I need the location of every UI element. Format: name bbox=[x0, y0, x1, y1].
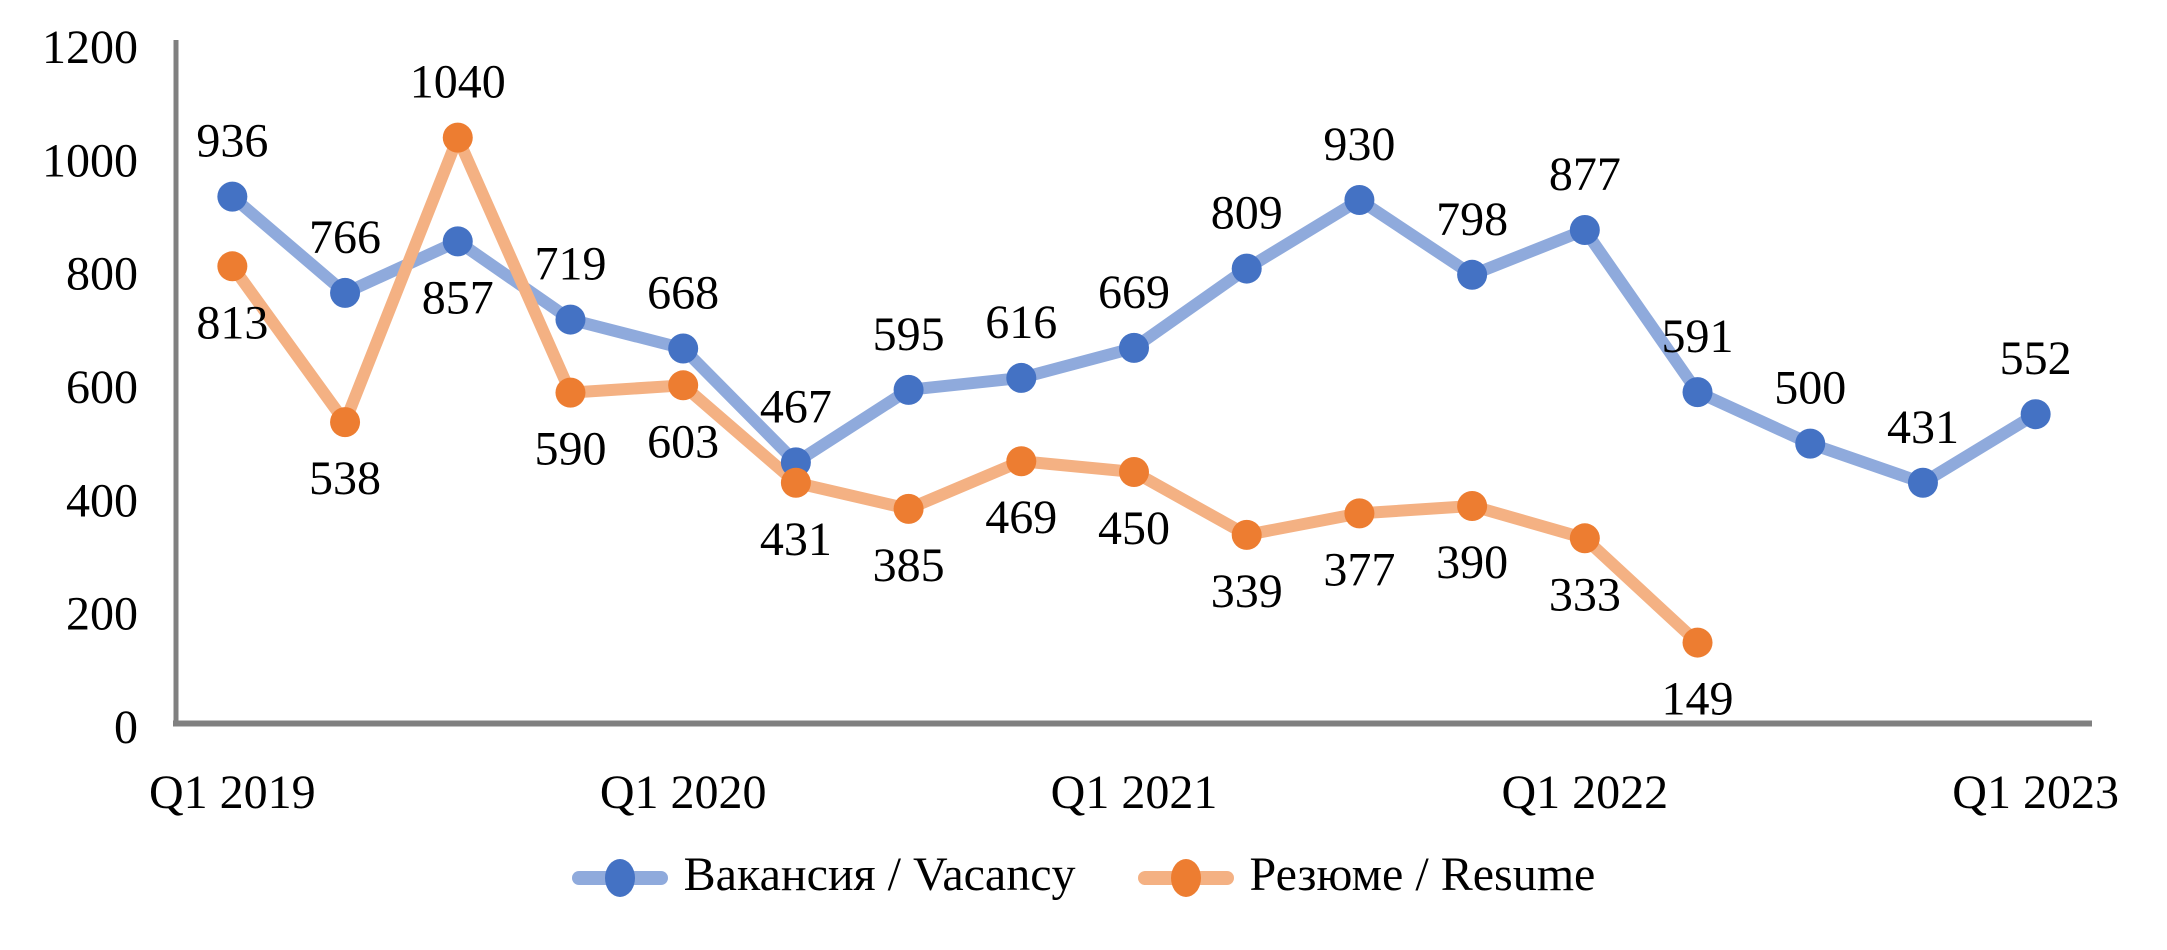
data-point bbox=[1907, 467, 1938, 498]
data-point bbox=[1119, 332, 1149, 363]
y-tick-label: 400 bbox=[66, 474, 138, 527]
data-point bbox=[893, 374, 924, 405]
data-label: 813 bbox=[196, 296, 268, 349]
y-tick-label: 600 bbox=[66, 361, 138, 414]
data-point bbox=[668, 333, 699, 364]
data-label: 431 bbox=[1887, 401, 1959, 454]
data-label: 390 bbox=[1436, 536, 1508, 589]
data-label: 669 bbox=[1098, 266, 1170, 319]
resume-series-marker-icon bbox=[1137, 856, 1234, 900]
data-point bbox=[1569, 215, 1600, 246]
data-point bbox=[1569, 523, 1600, 554]
data-label: 936 bbox=[196, 115, 268, 168]
data-label: 450 bbox=[1098, 502, 1170, 555]
data-point bbox=[1457, 259, 1488, 290]
data-label: 590 bbox=[534, 423, 606, 476]
data-label: 798 bbox=[1436, 193, 1508, 246]
legend-item-resume: Резюме / Resume bbox=[1137, 848, 1596, 905]
series-line-1 bbox=[226, 131, 1704, 649]
data-label: 930 bbox=[1323, 118, 1395, 171]
data-label: 668 bbox=[647, 266, 719, 319]
data-point bbox=[1682, 377, 1713, 408]
data-point bbox=[1682, 627, 1713, 658]
data-point bbox=[1006, 362, 1037, 393]
data-label: 149 bbox=[1662, 673, 1734, 726]
data-point bbox=[1119, 457, 1149, 487]
data-label: 552 bbox=[2000, 332, 2072, 385]
y-tick-label: 800 bbox=[66, 248, 138, 301]
data-label: 339 bbox=[1211, 565, 1283, 618]
data-label: 500 bbox=[1774, 362, 1846, 415]
data-label: 719 bbox=[534, 238, 606, 291]
x-tick-label: Q1 2022 bbox=[1501, 766, 1668, 819]
data-point bbox=[217, 251, 248, 282]
data-point bbox=[668, 370, 699, 401]
data-point bbox=[780, 467, 811, 498]
data-label: 603 bbox=[647, 415, 719, 468]
data-point bbox=[1006, 446, 1037, 477]
data-label: 431 bbox=[760, 513, 832, 566]
y-tick-label: 200 bbox=[66, 588, 138, 641]
data-point bbox=[217, 181, 248, 212]
data-label: 616 bbox=[985, 296, 1057, 349]
data-label: 877 bbox=[1549, 148, 1621, 201]
y-tick-label: 1000 bbox=[42, 134, 138, 187]
resume-dot-swatch bbox=[1170, 859, 1201, 897]
data-point bbox=[1231, 519, 1262, 550]
data-label: 467 bbox=[760, 380, 832, 433]
x-tick-label: Q1 2019 bbox=[149, 766, 316, 819]
data-label: 1040 bbox=[410, 56, 506, 109]
x-tick-label: Q1 2023 bbox=[1952, 766, 2119, 819]
data-label: 377 bbox=[1323, 543, 1395, 596]
data-label: 591 bbox=[1662, 310, 1734, 363]
legend-label-vacancy: Вакансия / Vacancy bbox=[683, 848, 1076, 901]
data-label: 595 bbox=[873, 308, 945, 361]
data-label: 333 bbox=[1549, 568, 1621, 621]
x-tick-label: Q1 2021 bbox=[1051, 766, 1218, 819]
data-point bbox=[2020, 399, 2051, 430]
data-point bbox=[330, 407, 361, 438]
y-tick-label: 0 bbox=[114, 701, 138, 754]
data-point bbox=[893, 493, 924, 524]
data-point bbox=[1457, 491, 1488, 521]
data-point bbox=[555, 377, 586, 408]
x-tick-label: Q1 2020 bbox=[600, 766, 767, 819]
vacancy-dot-swatch bbox=[604, 859, 635, 897]
data-point bbox=[442, 122, 473, 153]
data-label: 857 bbox=[422, 271, 494, 324]
data-label: 385 bbox=[873, 539, 945, 592]
data-point bbox=[1344, 185, 1375, 215]
legend-item-vacancy: Вакансия / Vacancy bbox=[571, 848, 1076, 905]
data-label: 538 bbox=[309, 452, 381, 505]
chart-legend: Вакансия / Vacancy Резюме / Resume bbox=[0, 851, 2167, 905]
data-point bbox=[442, 226, 473, 257]
data-point bbox=[1795, 428, 1826, 459]
vacancy-series-marker-icon bbox=[571, 856, 668, 900]
data-label: 766 bbox=[309, 211, 381, 264]
data-point bbox=[1231, 253, 1262, 284]
data-point bbox=[330, 277, 361, 308]
legend-label-resume: Резюме / Resume bbox=[1249, 848, 1596, 901]
data-point bbox=[1344, 498, 1375, 529]
data-label: 469 bbox=[985, 491, 1057, 544]
data-label: 809 bbox=[1211, 187, 1283, 240]
y-tick-label: 1200 bbox=[42, 21, 138, 74]
data-point bbox=[555, 304, 586, 335]
